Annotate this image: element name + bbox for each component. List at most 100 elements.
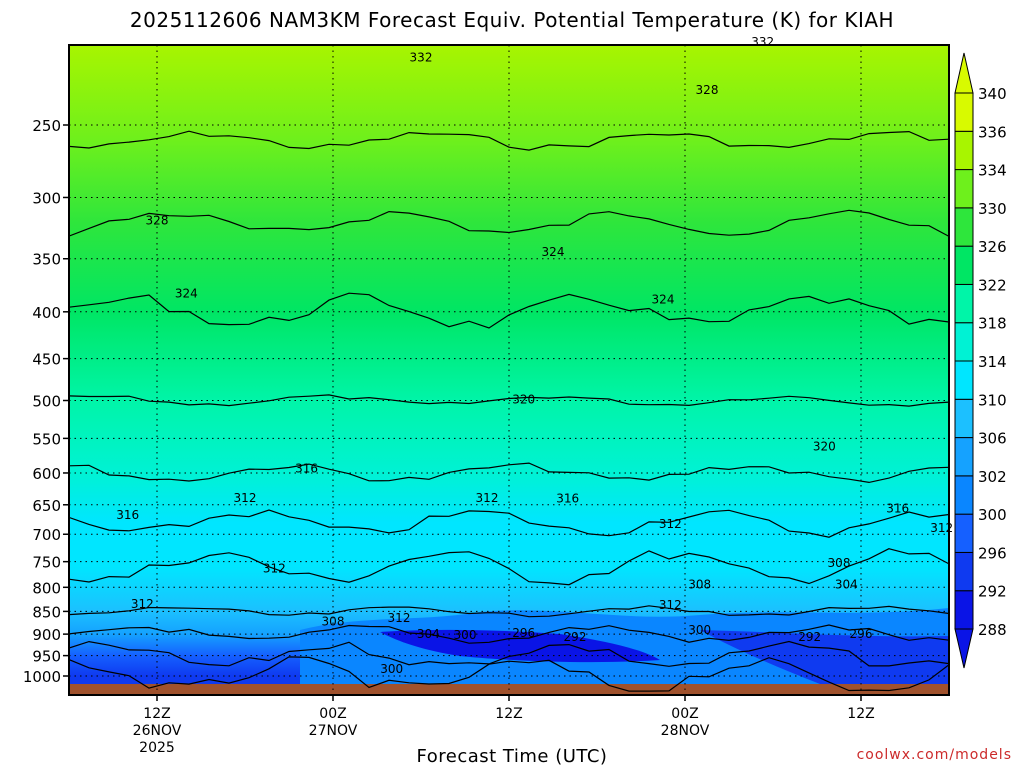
colorbar-label: 302 <box>978 468 1007 486</box>
contour-label: 312 <box>930 521 953 535</box>
contour-label: 312 <box>476 491 499 505</box>
colorbar-segment <box>954 207 974 247</box>
colorbar-segment <box>954 475 974 515</box>
y-tick-label: 400 <box>32 304 61 322</box>
colorbar-label: 310 <box>978 391 1007 409</box>
colorbar-label: 314 <box>978 353 1007 371</box>
contour-label: 296 <box>850 627 873 641</box>
y-tick-label: 450 <box>32 351 61 369</box>
contour-label: 312 <box>659 598 682 612</box>
y-tick-label: 800 <box>32 579 61 597</box>
colorbar-segment <box>954 551 974 592</box>
colorbar-label: 288 <box>978 621 1007 639</box>
y-tick-label: 250 <box>32 117 61 135</box>
credit-link[interactable]: coolwx.com/models <box>856 747 1012 763</box>
contour-line <box>69 624 949 644</box>
contour-label: 312 <box>263 561 286 575</box>
contour-label: 324 <box>175 287 198 301</box>
colorbar-label: 336 <box>978 123 1007 141</box>
x-tick-label: 28NOV <box>661 723 710 739</box>
contour-label: 304 <box>417 627 440 641</box>
contour-label: 328 <box>146 214 169 228</box>
colorbar-segment <box>954 92 974 132</box>
contour-label: 300 <box>454 628 477 642</box>
contour-line <box>69 605 949 618</box>
colorbar-segment <box>954 590 974 630</box>
colorbar-bottom-arrow <box>954 628 974 669</box>
contour-label: 320 <box>512 393 535 407</box>
contour-label: 292 <box>564 630 587 644</box>
y-tick-label: 300 <box>32 189 61 207</box>
colorbar-label: 330 <box>978 200 1007 218</box>
colorbar-label: 306 <box>978 430 1007 448</box>
contour-line <box>69 130 949 151</box>
contour-label: 312 <box>659 517 682 531</box>
chart-title: 2025112606 NAM3KM Forecast Equiv. Potent… <box>129 8 895 32</box>
contour-label: 320 <box>813 439 836 453</box>
x-tick-label: 12Z <box>143 706 170 722</box>
gridlines <box>69 45 949 695</box>
y-tick-label: 700 <box>32 526 61 544</box>
colorbar-label: 334 <box>978 162 1007 180</box>
colorbar-label: 300 <box>978 506 1007 524</box>
contour-label: 296 <box>512 626 535 640</box>
contour-label: 332 <box>410 51 433 65</box>
colorbar-label: 326 <box>978 238 1007 256</box>
y-tick-label: 550 <box>32 430 61 448</box>
contour-label: 328 <box>696 83 719 97</box>
y-tick-label: 1000 <box>23 668 61 686</box>
colorbar-segment <box>954 513 974 553</box>
contour-label: 316 <box>295 461 318 475</box>
contour-label: 300 <box>380 662 403 676</box>
colorbar-label: 292 <box>978 583 1007 601</box>
contour-label: 304 <box>835 577 858 591</box>
x-tick-label: 00Z <box>671 706 698 722</box>
colorbar-segment <box>954 283 974 324</box>
y-tick-label: 500 <box>32 393 61 411</box>
y-tick-label: 850 <box>32 603 61 621</box>
y-tick-label: 750 <box>32 554 61 572</box>
x-tick-label: 12Z <box>847 706 874 722</box>
colorbar-label: 296 <box>978 544 1007 562</box>
colorbar: 288 292 296 300 302 306 310 314 318 322 326 330 334 3… <box>954 52 1007 669</box>
contour-label: 300 <box>688 623 711 637</box>
colorbar-label: 318 <box>978 315 1007 333</box>
contour-label: 312 <box>131 597 154 611</box>
colorbar-segment <box>954 322 974 362</box>
y-tick-label: 950 <box>32 648 61 666</box>
colorbar-segment <box>954 398 974 439</box>
y-tick-label: 650 <box>32 497 61 515</box>
cold-pocket-region <box>700 630 949 684</box>
colorbar-segment <box>954 245 974 285</box>
x-axis-label: Forecast Time (UTC) <box>416 746 608 767</box>
y-tick-label: 600 <box>32 465 61 483</box>
colorbar-segment <box>954 169 974 209</box>
contour-label: 316 <box>556 492 579 506</box>
contour-label: 316 <box>886 501 909 515</box>
colorbar-top-arrow <box>954 52 974 94</box>
x-tick-label: 26NOV <box>133 723 182 739</box>
x-tick-label: 2025 <box>139 740 175 756</box>
contour-labels: 332 332 328 328 324 324 324 320 320 316 316 316 316 3… <box>116 35 953 676</box>
contour-label: 332 <box>751 35 774 49</box>
colorbar-label: 340 <box>978 85 1007 103</box>
x-tick-label: 00Z <box>319 706 346 722</box>
colorbar-segment <box>954 130 974 171</box>
contour-label: 324 <box>542 245 565 259</box>
contour-label: 308 <box>322 615 345 629</box>
y-tick-label: 900 <box>32 626 61 644</box>
y-axis: 250 300 350 400 450 500 550 600 650 700 750 800 850 9… <box>23 117 69 686</box>
contour-line <box>69 462 949 484</box>
x-tick-label: 27NOV <box>309 723 358 739</box>
contour-label: 308 <box>828 556 851 570</box>
contour-label: 316 <box>116 508 139 522</box>
y-tick-label: 350 <box>32 251 61 269</box>
contour-label: 312 <box>234 491 257 505</box>
x-tick-label: 12Z <box>495 706 522 722</box>
colorbar-label: 322 <box>978 276 1007 294</box>
contour-label: 292 <box>798 630 821 644</box>
colorbar-segment <box>954 437 974 477</box>
contour-label: 312 <box>388 611 411 625</box>
